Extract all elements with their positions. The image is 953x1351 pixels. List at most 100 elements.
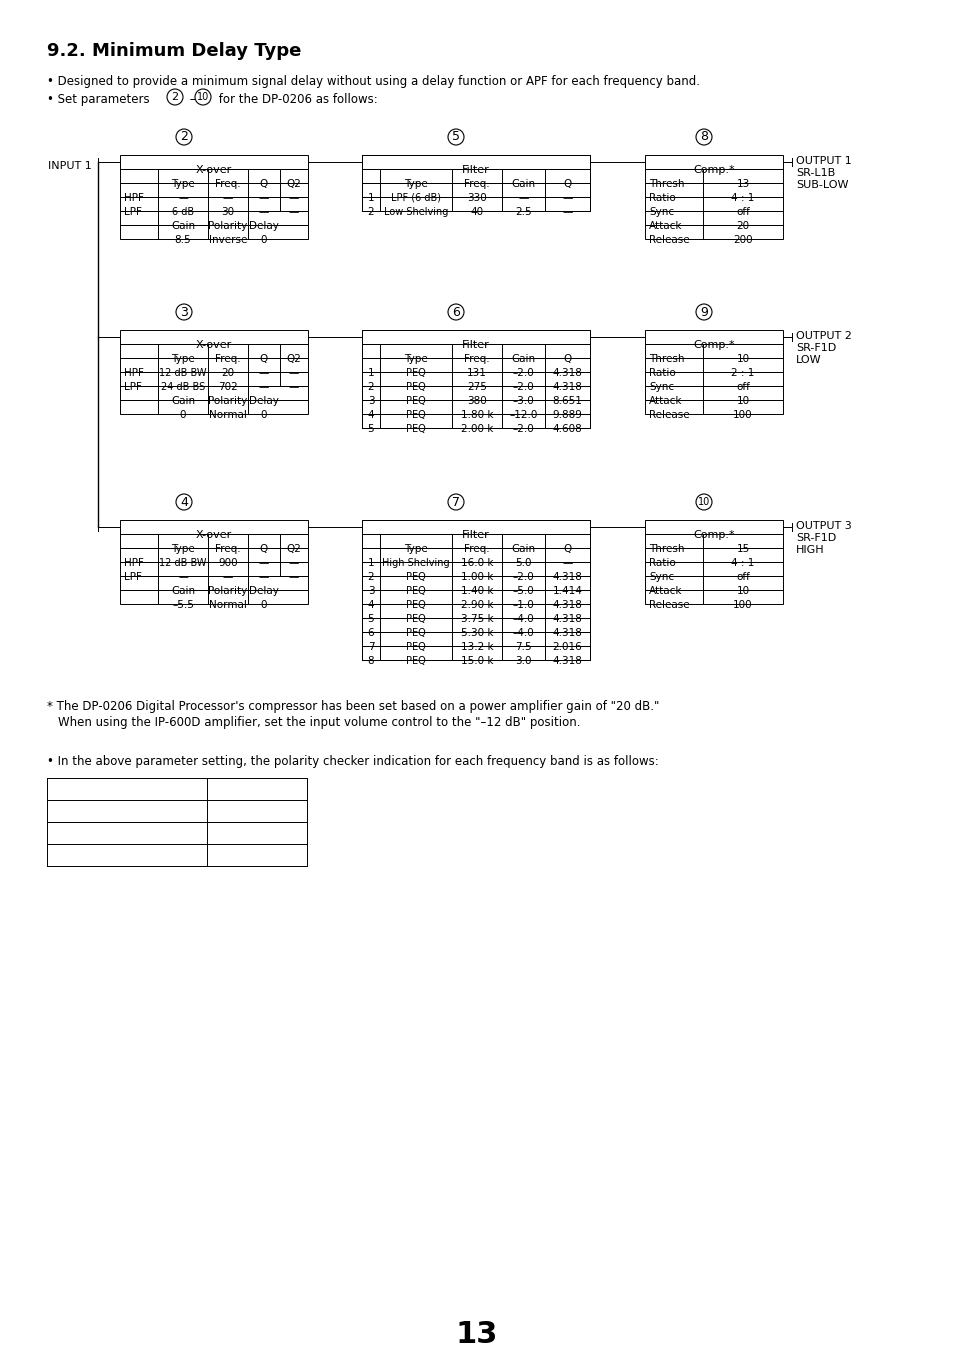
Text: Polarity: Polarity <box>208 396 248 407</box>
Text: 2: 2 <box>367 382 374 392</box>
Text: SR-F1D: SR-F1D <box>795 343 836 353</box>
Text: Delay: Delay <box>249 586 278 596</box>
Text: —: — <box>289 558 299 567</box>
Text: Thresh: Thresh <box>648 178 684 189</box>
Text: –1.0: –1.0 <box>512 600 534 611</box>
Text: SR-L1B: SR-L1B <box>795 168 835 178</box>
Text: Freq.: Freq. <box>215 544 240 554</box>
Text: —: — <box>258 571 269 582</box>
Text: 4.318: 4.318 <box>552 382 582 392</box>
Text: 4.318: 4.318 <box>552 600 582 611</box>
Bar <box>644 400 782 413</box>
Bar <box>644 549 782 562</box>
Bar <box>120 520 308 534</box>
Text: —: — <box>223 571 233 582</box>
Text: 3: 3 <box>180 305 188 319</box>
Text: 330: 330 <box>467 193 486 203</box>
Bar <box>644 358 782 372</box>
Bar <box>361 549 589 562</box>
Text: PEQ: PEQ <box>406 628 425 638</box>
Text: 1: 1 <box>367 193 374 203</box>
Bar <box>644 169 782 182</box>
Text: LPF: LPF <box>124 571 142 582</box>
Text: 4.318: 4.318 <box>552 571 582 582</box>
Bar <box>361 169 589 182</box>
Text: Filter: Filter <box>461 340 489 350</box>
Text: When using the IP-600D amplifier, set the input volume control to the "–12 dB" p: When using the IP-600D amplifier, set th… <box>58 716 579 730</box>
Text: 12 dB BW: 12 dB BW <box>159 558 207 567</box>
Text: PEQ: PEQ <box>406 600 425 611</box>
Text: Freq.: Freq. <box>464 544 489 554</box>
Text: Q: Q <box>563 354 571 363</box>
Text: —: — <box>289 193 299 203</box>
Bar <box>120 562 308 576</box>
Text: Polarity: Polarity <box>208 222 248 231</box>
Text: 3: 3 <box>367 396 374 407</box>
Bar <box>120 330 308 345</box>
Text: Normal: Normal <box>209 600 247 611</box>
Text: 4.318: 4.318 <box>552 657 582 666</box>
Bar <box>361 197 589 211</box>
Bar <box>361 330 589 345</box>
Text: 4: 4 <box>180 496 188 508</box>
Text: —: — <box>258 382 269 392</box>
Bar <box>361 386 589 400</box>
Text: off: off <box>736 382 749 392</box>
Text: 131: 131 <box>467 367 486 378</box>
Text: 9.2. Minimum Delay Type: 9.2. Minimum Delay Type <box>47 42 301 59</box>
Text: —: — <box>258 207 269 218</box>
Text: —: — <box>178 193 188 203</box>
Text: 2: 2 <box>172 92 178 101</box>
Text: —: — <box>258 558 269 567</box>
Text: –2.0: –2.0 <box>512 424 534 434</box>
Text: Release: Release <box>648 600 689 611</box>
Text: Thresh: Thresh <box>648 544 684 554</box>
Bar <box>644 576 782 590</box>
Text: PEQ: PEQ <box>406 367 425 378</box>
Text: X-over: X-over <box>195 530 232 540</box>
Text: –3.0: –3.0 <box>512 396 534 407</box>
Text: Q2: Q2 <box>286 544 301 554</box>
Text: 8.651: 8.651 <box>552 396 582 407</box>
Text: Freq.: Freq. <box>464 178 489 189</box>
Text: –4.0: –4.0 <box>512 628 534 638</box>
Text: HPF: HPF <box>124 367 144 378</box>
Text: Low Shelving: Low Shelving <box>383 207 448 218</box>
Bar <box>644 226 782 239</box>
Bar <box>361 562 589 576</box>
Text: PEQ: PEQ <box>406 409 425 420</box>
Text: 13.2 k: 13.2 k <box>460 642 493 653</box>
Bar <box>120 372 308 386</box>
Text: Filter: Filter <box>461 530 489 540</box>
Bar <box>361 182 589 197</box>
Text: 1: 1 <box>367 367 374 378</box>
Text: 7: 7 <box>367 642 374 653</box>
Text: Comp.*: Comp.* <box>693 340 734 350</box>
Text: Freq.: Freq. <box>215 354 240 363</box>
Text: —: — <box>258 193 269 203</box>
Text: X-over: X-over <box>195 165 232 176</box>
Text: 5.30 k: 5.30 k <box>460 628 493 638</box>
Text: PEQ: PEQ <box>406 657 425 666</box>
Text: Type: Type <box>404 354 428 363</box>
Bar <box>644 562 782 576</box>
Text: Type: Type <box>404 178 428 189</box>
Text: 4 : 1: 4 : 1 <box>731 193 754 203</box>
Text: Q2: Q2 <box>286 354 301 363</box>
Text: –2.0: –2.0 <box>512 367 534 378</box>
Text: 7.5: 7.5 <box>515 642 531 653</box>
Text: –: – <box>186 93 199 105</box>
Bar <box>361 590 589 604</box>
Text: 10: 10 <box>736 396 749 407</box>
Text: 0: 0 <box>260 600 267 611</box>
Text: HPF: HPF <box>124 193 144 203</box>
Text: 2.90 k: 2.90 k <box>460 600 493 611</box>
Text: —: — <box>223 193 233 203</box>
Text: 1.80 k: 1.80 k <box>460 409 493 420</box>
Text: Sync: Sync <box>648 571 674 582</box>
Text: 7: 7 <box>452 496 459 508</box>
Bar <box>644 155 782 169</box>
Text: off: off <box>736 207 749 218</box>
Text: Freq.: Freq. <box>464 354 489 363</box>
Text: Q: Q <box>259 544 268 554</box>
